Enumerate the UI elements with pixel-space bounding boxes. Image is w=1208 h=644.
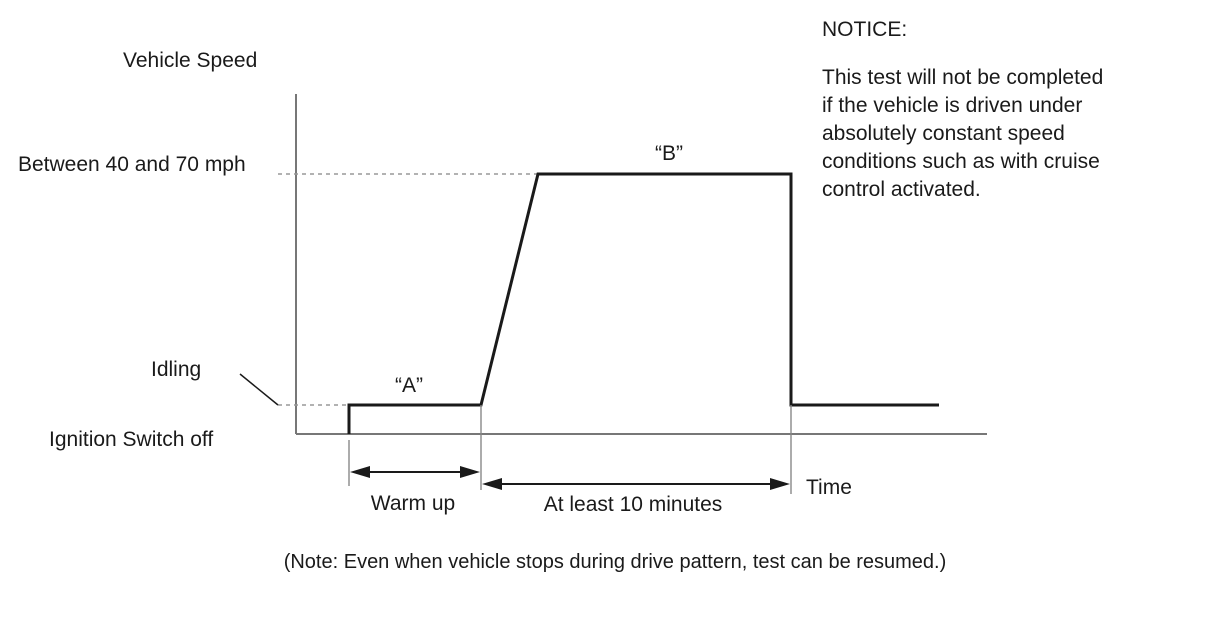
segment-b-label: “B” (655, 142, 683, 165)
at-least-arrow (482, 478, 790, 490)
segment-a-label: “A” (395, 374, 423, 397)
y-axis-title: Vehicle Speed (123, 49, 257, 72)
speed-profile-line (347, 172, 939, 434)
time-axis-label: Time (806, 476, 852, 499)
idling-leader-line (239, 373, 279, 406)
notice-line-2: if the vehicle is driven under (822, 94, 1082, 117)
notice-line-1: This test will not be completed (822, 66, 1103, 89)
at-least-label: At least 10 minutes (544, 493, 723, 516)
resume-note: (Note: Even when vehicle stops during dr… (284, 551, 947, 573)
ignition-off-label: Ignition Switch off (49, 428, 213, 451)
warm-up-label: Warm up (371, 492, 455, 515)
warm-up-arrow (350, 466, 480, 478)
notice-line-5: control activated. (822, 178, 981, 201)
notice-line-4: conditions such as with cruise (822, 150, 1100, 173)
notice-heading: NOTICE: (822, 18, 907, 41)
idling-label: Idling (151, 358, 201, 381)
speed-level-label: Between 40 and 70 mph (18, 153, 246, 176)
notice-line-3: absolutely constant speed (822, 122, 1065, 145)
